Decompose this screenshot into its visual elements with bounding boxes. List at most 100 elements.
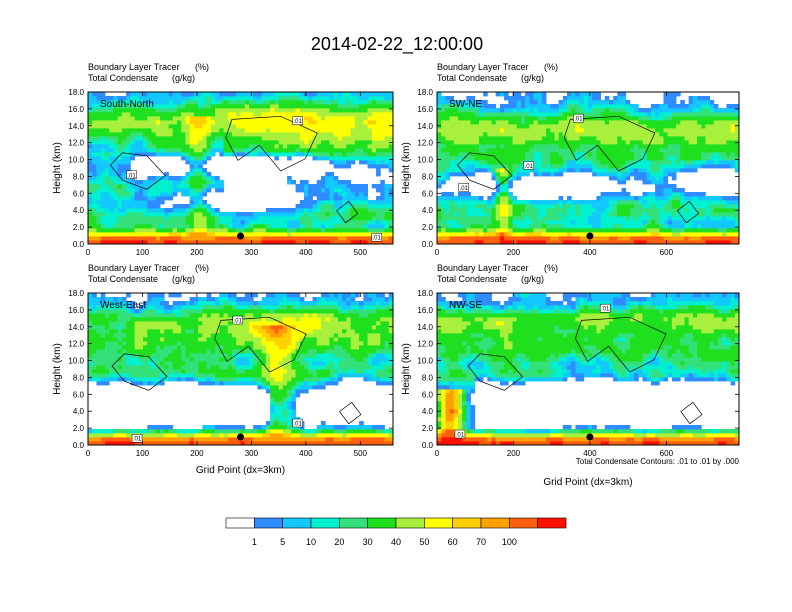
heatmap-cell [537, 232, 543, 237]
heatmap-cell [117, 349, 123, 354]
heatmap-cell [193, 216, 199, 221]
heatmap-cell [354, 116, 360, 121]
heatmap-cell [388, 168, 394, 173]
heatmap-cell [210, 108, 216, 113]
heatmap-cell [659, 124, 664, 129]
heatmap-cell [121, 365, 127, 370]
heatmap-cell [701, 216, 706, 221]
heatmap-cell [236, 120, 241, 125]
heatmap-cell [592, 148, 597, 153]
heatmap-cell [164, 216, 169, 221]
heatmap-cell [88, 437, 93, 442]
heatmap-cell [567, 152, 572, 157]
heatmap-cell [198, 172, 203, 177]
heatmap-cell [113, 108, 119, 113]
heatmap-cell [337, 184, 343, 189]
heatmap-cell [176, 92, 182, 97]
heatmap-cell [525, 116, 530, 121]
heatmap-cell [181, 176, 186, 181]
heatmap-cell [508, 232, 513, 237]
heatmap-cell [278, 144, 284, 149]
heatmap-cell [663, 184, 669, 189]
heatmap-cell [546, 164, 551, 169]
heatmap-cell [629, 240, 635, 245]
heatmap-cell [109, 180, 114, 185]
heatmap-cell [202, 108, 208, 113]
heatmap-cell [312, 184, 318, 189]
heatmap-cell [692, 156, 698, 161]
heatmap-cell [367, 228, 373, 233]
heatmap-cell [453, 124, 459, 129]
heatmap-cell [550, 236, 555, 241]
heatmap-cell [320, 112, 326, 117]
heatmap-cell [354, 104, 360, 109]
heatmap-cell [96, 100, 102, 105]
heatmap-cell [206, 152, 212, 157]
heatmap-cell [533, 124, 539, 129]
heatmap-cell [88, 180, 93, 185]
heatmap-cell [274, 96, 280, 101]
heatmap-cell [680, 128, 685, 133]
heatmap-cell [596, 120, 601, 125]
heatmap-cell [333, 232, 339, 237]
heatmap-cell [508, 212, 513, 217]
heatmap-cell [265, 108, 271, 113]
heatmap-cell [441, 144, 446, 149]
heatmap-cell [495, 160, 501, 165]
heatmap-cell [219, 144, 224, 149]
heatmap-cell [457, 128, 463, 133]
heatmap-cell [562, 168, 568, 173]
heatmap-cell [130, 365, 135, 370]
heatmap-cell [320, 100, 326, 105]
heatmap-cell [380, 224, 385, 229]
heatmap-cell [583, 156, 589, 161]
heatmap-cell [457, 148, 463, 153]
heatmap-cell [537, 104, 543, 109]
heatmap-cell [533, 216, 539, 221]
y-axis-label: Height (km) [52, 142, 63, 194]
heatmap-cell [92, 341, 97, 346]
heatmap-cell [346, 100, 352, 105]
heatmap-cell [376, 96, 381, 101]
heatmap-cell [282, 240, 288, 245]
heatmap-cell [709, 228, 715, 233]
heatmap-cell [270, 100, 275, 105]
heatmap-cell [667, 144, 673, 149]
heatmap-cell [257, 236, 263, 241]
heatmap-cell [483, 220, 488, 225]
heatmap-cell [117, 433, 123, 438]
heatmap-cell [709, 140, 715, 145]
panel-west-east: Boundary Layer Tracer (%)Total Condensate… [52, 263, 394, 476]
heatmap-cell [219, 92, 224, 97]
heatmap-cell [104, 369, 110, 374]
heatmap-cell [100, 305, 106, 310]
heatmap-cell [512, 212, 518, 217]
heatmap-cell [193, 152, 199, 157]
heatmap-cell [646, 192, 652, 197]
heatmap-cell [367, 144, 373, 149]
heatmap-cell [546, 220, 551, 225]
heatmap-cell [113, 337, 119, 342]
heatmap-cell [240, 108, 246, 113]
heatmap-cell [680, 120, 685, 125]
x-tick-label: 100 [136, 248, 150, 257]
heatmap-cell [185, 148, 191, 153]
heatmap-cell [384, 164, 390, 169]
heatmap-cell [109, 216, 114, 221]
heatmap-cell [676, 212, 681, 217]
heatmap-cell [487, 136, 492, 141]
heatmap-cell [495, 188, 501, 193]
heatmap-cell [100, 92, 106, 97]
heatmap-cell [376, 200, 381, 205]
heatmap-cell [663, 100, 669, 105]
heatmap-cell [634, 212, 639, 217]
heatmap-cell [617, 236, 622, 241]
heatmap-cell [367, 140, 373, 145]
heatmap-cell [705, 196, 711, 201]
heatmap-cell [121, 188, 127, 193]
heatmap-cell [261, 240, 267, 245]
heatmap-cell [709, 160, 715, 165]
heatmap-cell [734, 224, 740, 229]
heatmap-cell [316, 152, 322, 157]
heatmap-cell [126, 329, 131, 334]
